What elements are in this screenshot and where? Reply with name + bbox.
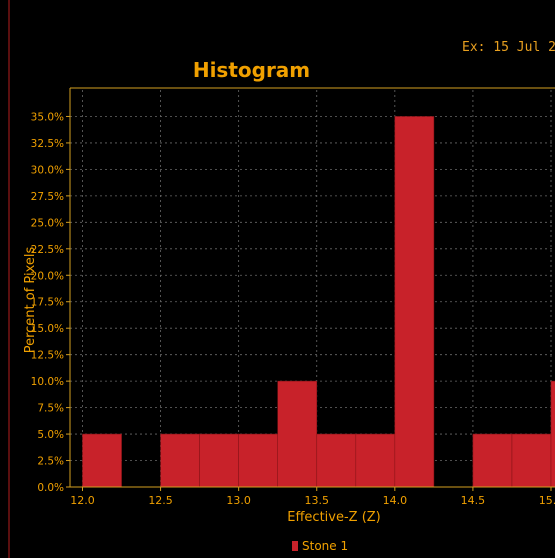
y-tick-label: 22.5% (31, 244, 64, 256)
x-tick-label: 13.5 (304, 494, 329, 507)
bars (82, 116, 555, 488)
chart-title: Histogram (192, 58, 311, 82)
legend-swatch (292, 541, 298, 551)
y-tick-label: 20.0% (31, 270, 64, 282)
x-axis-label: Effective-Z (Z) (287, 510, 381, 525)
y-tick-label: 2.5% (37, 456, 64, 468)
histogram-bar (472, 433, 513, 488)
x-tick-label: 15.0 (539, 494, 555, 507)
y-tick-label: 32.5% (31, 138, 64, 150)
histogram-bar (394, 116, 435, 488)
histogram-bar (82, 433, 122, 488)
window-left-border (0, 0, 10, 558)
y-tick-label: 5.0% (37, 429, 64, 441)
x-tick-label: 13.0 (226, 494, 251, 507)
histogram-bar (316, 433, 357, 488)
y-tick-label: 12.5% (31, 350, 64, 362)
y-tick-label: 30.0% (31, 164, 64, 176)
legend-label: Stone 1 (302, 539, 349, 553)
exposure-label: Ex: 15 Jul 2 (462, 40, 555, 55)
histogram-bar (355, 433, 396, 488)
histogram-bar (277, 380, 318, 488)
histogram-bar (160, 433, 200, 488)
histogram-bar (199, 433, 239, 488)
y-tick-label: 27.5% (31, 191, 64, 203)
x-tick-label: 12.0 (70, 494, 95, 507)
x-tick-label: 14.5 (461, 494, 486, 507)
y-tick-label: 0.0% (37, 482, 64, 494)
histogram-bar (550, 380, 555, 488)
x-tick-label: 14.0 (383, 494, 408, 507)
y-tick-label: 17.5% (31, 297, 64, 309)
y-tick-label: 35.0% (31, 111, 64, 123)
y-tick-label: 7.5% (37, 403, 64, 415)
x-tick-label: 12.5 (148, 494, 173, 507)
axes: 0.0% 2.5% 5.0% 7.5% 10.0% 12.5% 15.0% 17.5% 20.0… (31, 87, 555, 507)
histogram-bar (238, 433, 279, 488)
y-tick-label: 15.0% (31, 323, 64, 335)
histogram-bar (511, 433, 552, 488)
legend: Stone 1 (292, 539, 348, 553)
y-axis-label: Percent of Pixels (23, 247, 38, 354)
y-tick-label: 10.0% (31, 376, 64, 388)
y-tick-label: 25.0% (31, 217, 64, 229)
